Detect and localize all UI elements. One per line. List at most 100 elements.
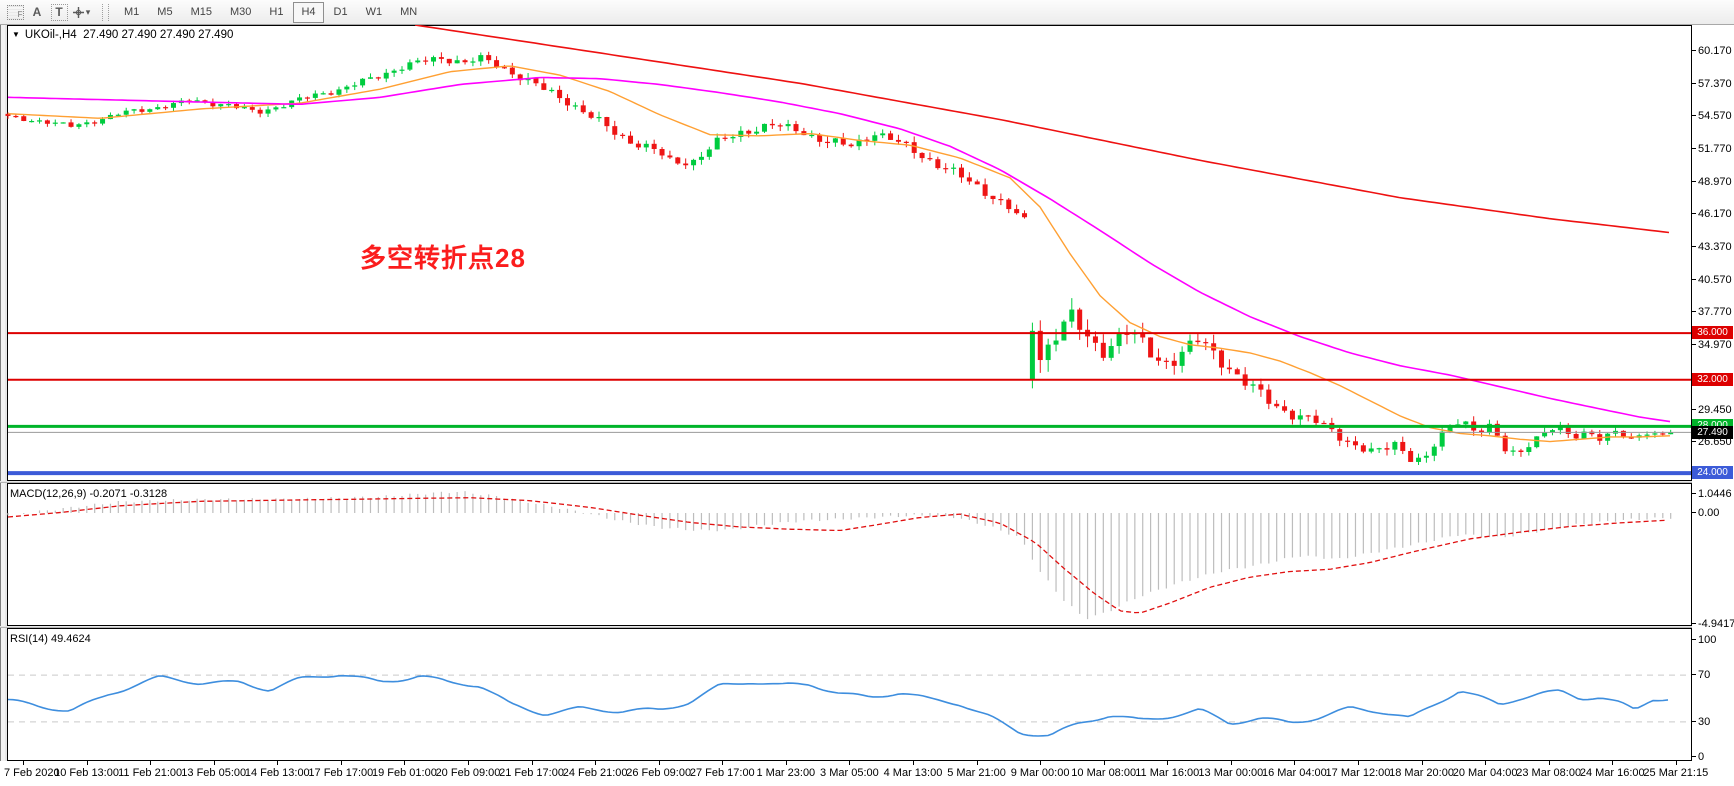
rsi-indicator-label: RSI(14) 49.4624 (10, 633, 91, 645)
tf-button-d1[interactable]: D1 (333, 6, 348, 18)
time-label: 4 Mar 13:00 (883, 767, 943, 779)
price-tick: 60.170 (1692, 44, 1732, 58)
time-tick (1294, 761, 1296, 765)
macd-panel-canvas[interactable] (0, 483, 1692, 626)
macd-indicator-label: MACD(12,26,9) -0.2071 -0.3128 (10, 488, 168, 500)
time-tick (658, 761, 660, 765)
time-tick (1421, 761, 1423, 765)
time-label: 11 Mar 16:00 (1135, 767, 1200, 779)
tf-button-m5[interactable]: M5 (157, 6, 173, 18)
rsi-tick: 70 (1692, 668, 1710, 682)
time-tick (1103, 761, 1105, 765)
time-label: 3 Mar 05:00 (820, 767, 879, 779)
time-axis[interactable]: 7 Feb 2020 10 Feb 13:00 11 Feb 21:00 13 Feb… (0, 761, 1708, 786)
tf-button-w1[interactable]: W1 (365, 6, 383, 18)
time-tick (849, 761, 851, 765)
rsi-value: 49.4624 (50, 633, 91, 645)
time-label: 21 Feb 17:00 (499, 767, 564, 779)
time-label: 20 Mar 04:00 (1452, 767, 1518, 779)
time-tick (404, 761, 406, 765)
price-tick: 46.170 (1692, 207, 1732, 221)
rsi-panel-canvas[interactable] (0, 628, 1692, 761)
time-label: 5 Mar 21:00 (947, 767, 1006, 779)
grid-f-icon[interactable]: F (5, 3, 25, 22)
price-tick: 57.370 (1692, 77, 1732, 91)
time-tick (1612, 761, 1614, 765)
macd-values: -0.2071 -0.3128 (89, 488, 168, 500)
time-label: 16 Mar 04:00 (1261, 767, 1327, 779)
time-tick (213, 761, 215, 765)
rsi-tick: 0 (1692, 750, 1704, 764)
time-tick (1357, 761, 1359, 765)
time-tick (1485, 761, 1487, 765)
rsi-tick: 100 (1692, 633, 1716, 647)
time-label: 11 Feb 21:00 (118, 767, 183, 779)
symbol-quote-line[interactable]: ▼ UKOil-,H4 27.490 27.490 27.490 27.490 (12, 29, 233, 41)
time-tick (531, 761, 533, 765)
price-tick: 51.770 (1692, 142, 1732, 156)
tf-button-m1[interactable]: M1 (124, 6, 140, 18)
window-left-edge (0, 25, 7, 786)
tf-button-mn[interactable]: MN (400, 6, 418, 18)
time-tick (86, 761, 88, 765)
time-label: 13 Feb 05:00 (181, 767, 247, 779)
symbol-dropdown-icon[interactable]: ▼ (12, 30, 20, 39)
price-tick: 43.370 (1692, 240, 1732, 254)
tf-button-m15[interactable]: M15 (190, 6, 212, 18)
quote-values: 27.490 27.490 27.490 27.490 (83, 29, 234, 41)
panel-splitter-1[interactable] (0, 481, 1734, 483)
text-label-icon[interactable]: T (49, 3, 69, 22)
time-tick (277, 761, 279, 765)
time-tick (150, 761, 152, 765)
time-tick (912, 761, 914, 765)
macd-tick: -4.9417 (1692, 617, 1734, 631)
price-tick: 34.970 (1692, 338, 1732, 352)
time-label: 9 Mar 00:00 (1010, 767, 1070, 779)
time-label: 19 Feb 01:00 (371, 767, 437, 779)
crosshair-icon[interactable]: ▾ (71, 3, 91, 22)
time-label: 13 Mar 00:00 (1198, 767, 1264, 779)
dropdown-caret-icon: ▾ (85, 6, 91, 17)
rsi-tick: 30 (1692, 715, 1710, 729)
price-scale[interactable]: 60.170 57.370 54.570 51.770 48.970 46.170 43.3… (1692, 25, 1734, 786)
time-label: 24 Mar 16:00 (1579, 767, 1645, 779)
time-label: 1 Mar 23:00 (756, 767, 816, 779)
time-tick (1167, 761, 1169, 765)
time-label: 27 Feb 17:00 (689, 767, 755, 779)
time-label: 14 Feb 13:00 (244, 767, 310, 779)
level-price-badge: 24.000 (1692, 466, 1733, 480)
tf-button-h4[interactable]: H4 (293, 1, 324, 23)
panel-splitter-2[interactable] (0, 626, 1734, 628)
price-tick: 40.570 (1692, 273, 1732, 287)
time-label: 7 Feb 2020 (4, 767, 60, 779)
time-tick (1675, 761, 1677, 765)
time-tick (976, 761, 978, 765)
time-label: 23 Mar 08:00 (1516, 767, 1582, 779)
toolbar-grip[interactable] (102, 3, 109, 21)
tf-button-m30[interactable]: M30 (229, 6, 252, 18)
time-tick (340, 761, 342, 765)
time-tick (23, 761, 24, 765)
level-price-badge: 32.000 (1692, 372, 1733, 386)
time-tick (1548, 761, 1550, 765)
symbol-title: UKOil-,H4 (24, 29, 77, 41)
price-tick: 48.970 (1692, 175, 1732, 189)
time-label: 24 Feb 21:00 (562, 767, 628, 779)
crosshair-glyph (72, 6, 84, 18)
macd-tick: 1.0446 (1692, 487, 1732, 501)
time-tick (467, 761, 469, 765)
price-tick: 29.450 (1692, 403, 1732, 417)
time-label: 20 Feb 09:00 (435, 767, 501, 779)
time-label: 17 Mar 12:00 (1325, 767, 1391, 779)
time-label: 25 Mar 21:15 (1643, 767, 1709, 779)
time-tick (1230, 761, 1232, 765)
time-tick (722, 761, 724, 765)
font-a-icon[interactable]: A (32, 5, 42, 19)
price-chart-canvas[interactable] (0, 25, 1692, 481)
time-label: 26 Feb 09:00 (626, 767, 692, 779)
tf-button-h1[interactable]: H1 (269, 6, 284, 18)
price-tick: 37.770 (1692, 305, 1732, 319)
time-label: 17 Feb 17:00 (308, 767, 374, 779)
level-price-badge: 36.000 (1692, 326, 1733, 340)
